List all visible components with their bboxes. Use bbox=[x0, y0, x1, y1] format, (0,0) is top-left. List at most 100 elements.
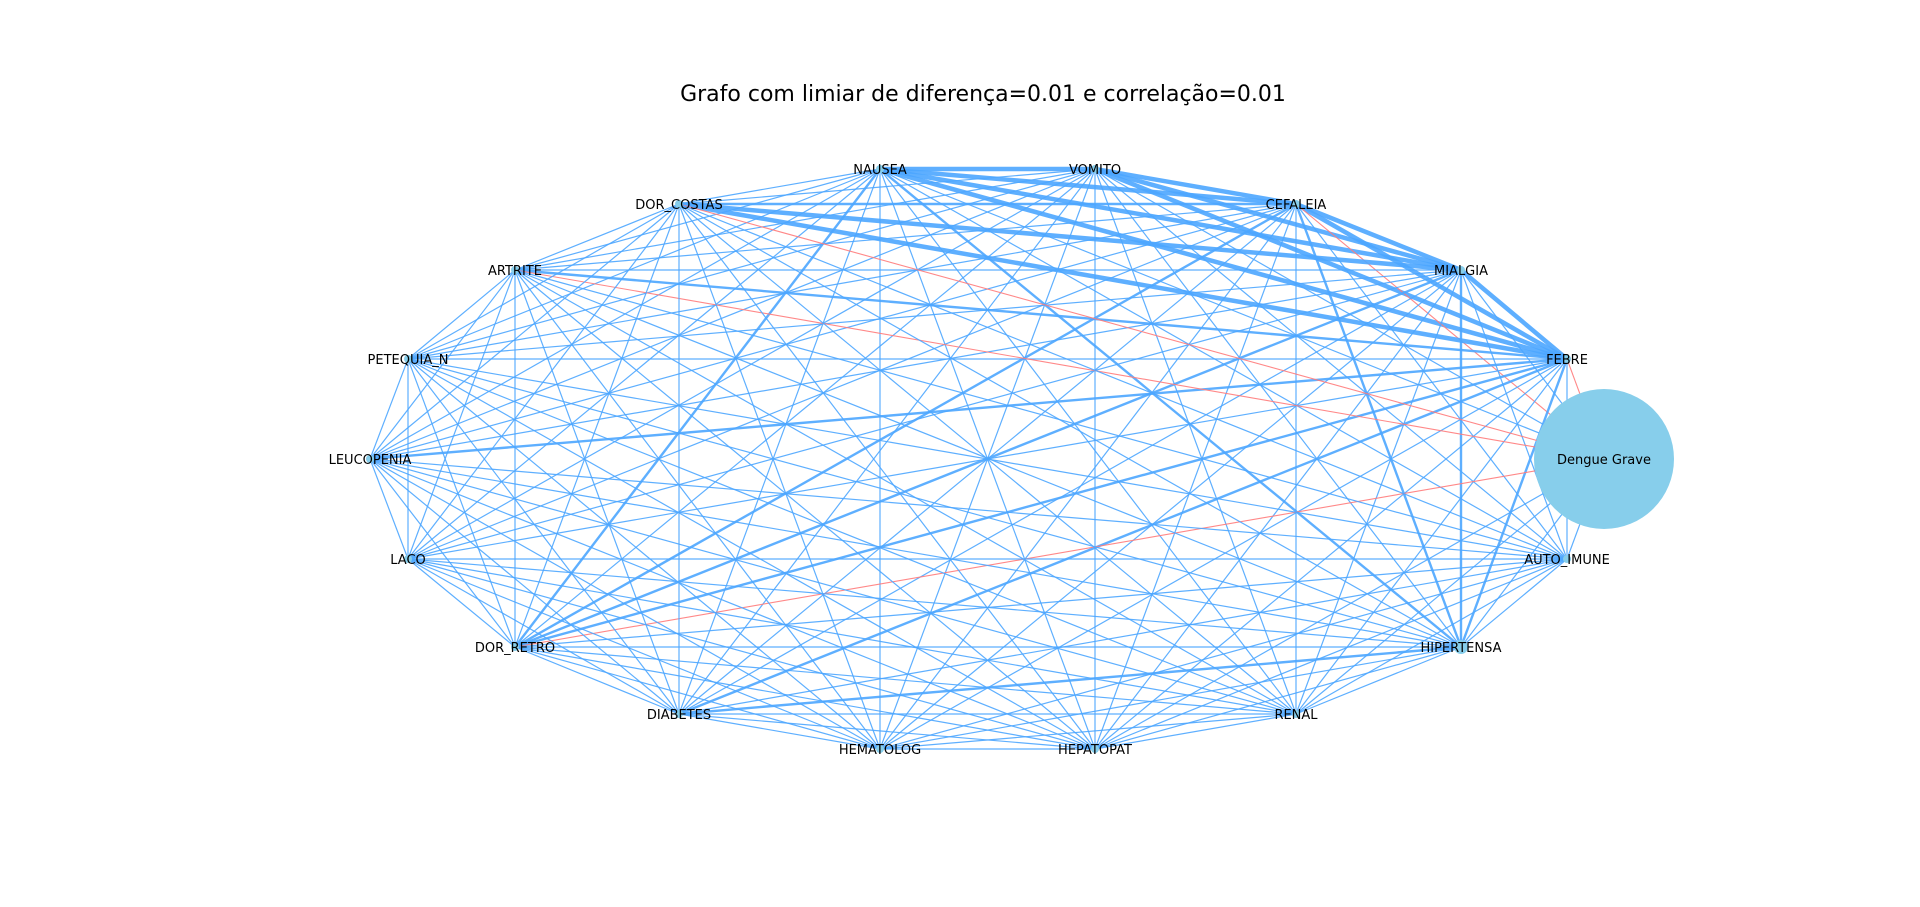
edge-CEFALEIA-HEPATOPAT bbox=[1094, 203, 1297, 750]
edge-DOR_RETRO-LEUCOPENIA bbox=[369, 458, 516, 648]
edge-DOR_RETRO-LACO bbox=[407, 558, 516, 648]
edge-HIPERTENSA-HEPATOPAT bbox=[1094, 646, 1462, 750]
edge-HIPERTENSA-DIABETES bbox=[678, 645, 1462, 716]
node-hematolog bbox=[876, 745, 884, 753]
node-renal bbox=[1292, 710, 1300, 718]
edge-HEPATOPAT-DOR_COSTAS bbox=[678, 203, 1096, 750]
edge-HEPATOPAT-PETEQUIA_N bbox=[407, 358, 1096, 750]
edge-NAUSEA-DIABETES bbox=[678, 168, 881, 715]
edge-PETEQUIA_N-ARTRITE bbox=[407, 269, 516, 360]
edge-HEMATOLOG-LACO bbox=[407, 558, 881, 750]
edge-VOMITO-DOR_COSTAS bbox=[678, 168, 1096, 205]
node-nausea bbox=[876, 165, 884, 173]
edge-LACO-DOR_COSTAS bbox=[407, 203, 680, 560]
edge-PETEQUIA_N-DOR_COSTAS bbox=[407, 203, 680, 360]
node-leucopenia bbox=[366, 455, 374, 463]
edge-NAUSEA-MIALGIA bbox=[879, 166, 1462, 273]
node-label-nausea: NAUSEA bbox=[853, 163, 907, 178]
node-dor-retro bbox=[511, 643, 519, 651]
edge-CEFALEIA-LACO bbox=[407, 203, 1297, 560]
edge-VOMITO-AUTO_IMUNE bbox=[1094, 168, 1568, 560]
edge-DIABETES-PETEQUIA_N bbox=[407, 358, 680, 715]
edge-HEPATOPAT-Dengue Grave bbox=[1094, 458, 1605, 750]
edge-HIPERTENSA-RENAL bbox=[1295, 646, 1462, 715]
edge-Dengue Grave-ARTRITE bbox=[514, 269, 1605, 460]
edge-DIABETES-LEUCOPENIA bbox=[369, 458, 680, 715]
edge-MIALGIA-LEUCOPENIA bbox=[369, 269, 1462, 460]
edge-VOMITO-Dengue Grave bbox=[1094, 168, 1605, 460]
edge-VOMITO-HIPERTENSA bbox=[1094, 168, 1462, 648]
node-label-leucopenia: LEUCOPENIA bbox=[329, 453, 412, 468]
edge-VOMITO-RENAL bbox=[1094, 168, 1297, 715]
edge-HEMATOLOG-LEUCOPENIA bbox=[369, 458, 881, 750]
edge-RENAL-HEPATOPAT bbox=[1094, 713, 1297, 750]
node-label-febre: FEBRE bbox=[1546, 353, 1588, 368]
node-label-petequia-n: PETEQUIA_N bbox=[368, 353, 449, 368]
node-label-laco: LACO bbox=[390, 553, 426, 568]
edge-FEBRE-DIABETES bbox=[678, 357, 1568, 716]
node-mialgia bbox=[1457, 266, 1465, 274]
edge-MIALGIA-DOR_COSTAS bbox=[678, 201, 1462, 273]
edge-AUTO_IMUNE-LEUCOPENIA bbox=[369, 458, 1568, 560]
edge-DIABETES-DOR_RETRO bbox=[514, 646, 680, 715]
node-label-hipertensa: HIPERTENSA bbox=[1420, 641, 1501, 656]
node-label-hepatopat: HEPATOPAT bbox=[1058, 743, 1132, 758]
node-artrite bbox=[511, 266, 519, 274]
node-label-dor-retro: DOR_RETRO bbox=[475, 641, 555, 656]
node-vomito bbox=[1091, 165, 1099, 173]
edge-RENAL-PETEQUIA_N bbox=[407, 358, 1297, 715]
edge-HIPERTENSA-LEUCOPENIA bbox=[369, 458, 1462, 648]
edge-HEPATOPAT-ARTRITE bbox=[514, 269, 1096, 750]
edge-NAUSEA-DOR_COSTAS bbox=[678, 168, 881, 205]
edge-DIABETES-ARTRITE bbox=[514, 269, 680, 715]
edge-HEMATOLOG-ARTRITE bbox=[514, 269, 881, 750]
node-label-dengue-grave: Dengue Grave bbox=[1557, 453, 1651, 468]
edge-HEMATOLOG-DOR_RETRO bbox=[514, 646, 881, 750]
node-label-vomito: VOMITO bbox=[1069, 163, 1121, 178]
edge-NAUSEA-DOR_RETRO bbox=[514, 168, 881, 648]
edge-HEPATOPAT-LEUCOPENIA bbox=[369, 458, 1096, 750]
edge-VOMITO-FEBRE bbox=[1094, 166, 1568, 362]
edge-FEBRE-HEMATOLOG bbox=[879, 358, 1568, 750]
edge-NAUSEA-Dengue Grave bbox=[879, 168, 1605, 460]
edge-HIPERTENSA-LACO bbox=[407, 558, 1462, 648]
edge-LACO-ARTRITE bbox=[407, 269, 516, 560]
edge-LACO-LEUCOPENIA bbox=[369, 458, 409, 560]
edge-MIALGIA-AUTO_IMUNE bbox=[1460, 269, 1568, 560]
node-label-auto-imune: AUTO_IMUNE bbox=[1524, 553, 1610, 568]
edge-DIABETES-LACO bbox=[407, 558, 680, 715]
edge-RENAL-LACO bbox=[407, 558, 1297, 715]
edge-CEFALEIA-HIPERTENSA bbox=[1294, 203, 1463, 648]
edge-MIALGIA-PETEQUIA_N bbox=[407, 269, 1462, 360]
edge-VOMITO-LEUCOPENIA bbox=[369, 168, 1096, 460]
edge-HIPERTENSA-HEMATOLOG bbox=[879, 646, 1462, 750]
node-label-dor-costas: DOR_COSTAS bbox=[635, 198, 722, 213]
edge-HEMATOLOG-DOR_COSTAS bbox=[678, 203, 881, 750]
node-label-artrite: ARTRITE bbox=[488, 264, 542, 279]
edge-AUTO_IMUNE-HEPATOPAT bbox=[1094, 558, 1568, 750]
edge-LEUCOPENIA-ARTRITE bbox=[369, 269, 516, 460]
node-auto-imune bbox=[1563, 555, 1571, 563]
edge-HEPATOPAT-DOR_RETRO bbox=[514, 646, 1096, 750]
node-dengue-grave bbox=[1534, 389, 1674, 529]
edge-CEFALEIA-PETEQUIA_N bbox=[407, 203, 1297, 360]
edge-MIALGIA-FEBRE bbox=[1459, 268, 1569, 361]
edge-RENAL-ARTRITE bbox=[514, 269, 1297, 715]
node-laco bbox=[404, 555, 412, 563]
edge-LEUCOPENIA-DOR_COSTAS bbox=[369, 203, 680, 460]
edge-RENAL-DOR_RETRO bbox=[514, 646, 1297, 715]
node-cefaleia bbox=[1292, 200, 1300, 208]
edges-layer bbox=[369, 166, 1605, 750]
edge-DOR_RETRO-PETEQUIA_N bbox=[407, 358, 516, 648]
edge-HEPATOPAT-LACO bbox=[407, 558, 1096, 750]
node-dor-costas bbox=[675, 200, 683, 208]
node-label-mialgia: MIALGIA bbox=[1434, 264, 1488, 279]
edge-VOMITO-ARTRITE bbox=[514, 168, 1096, 271]
node-hipertensa bbox=[1454, 640, 1468, 654]
edge-RENAL-HEMATOLOG bbox=[879, 713, 1297, 750]
edge-AUTO_IMUNE-HIPERTENSA bbox=[1460, 558, 1568, 648]
edge-VOMITO-CEFALEIA bbox=[1094, 166, 1297, 207]
edge-FEBRE-RENAL bbox=[1295, 358, 1568, 715]
